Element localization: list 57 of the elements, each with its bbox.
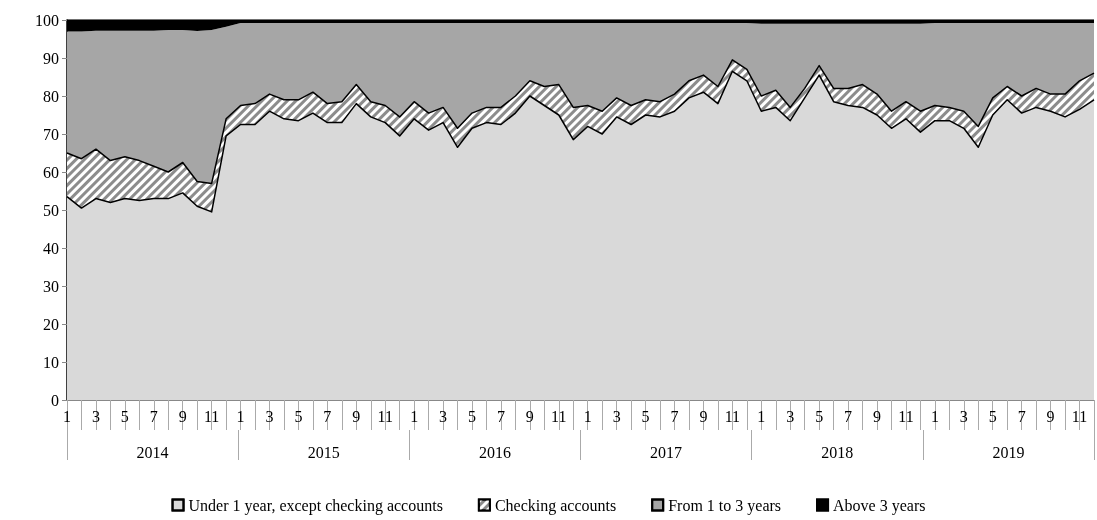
x-tick-label: 9	[178, 407, 187, 425]
x-tick-label: 1	[583, 407, 592, 425]
x-tick-label: 1	[236, 407, 245, 425]
x-tick-label: 1	[410, 407, 419, 425]
text: 2016	[478, 443, 511, 461]
x-tick-label: 3	[786, 407, 795, 425]
x-tick-label: 5	[815, 407, 824, 425]
text: 2014	[136, 443, 169, 461]
x-tick-label: 5	[468, 407, 477, 425]
x-tick-label: 11	[724, 407, 741, 425]
x-tick-label: 9	[1046, 407, 1055, 425]
x-tick-label: 3	[439, 407, 448, 425]
x-tick-label: 9	[699, 407, 708, 425]
y-tick-label: 60	[43, 163, 59, 181]
x-tick-label: 11	[551, 407, 567, 425]
x-tick-label: 11	[1071, 407, 1088, 425]
x-tick-label: 7	[1017, 407, 1026, 425]
x-tick-label: 7	[149, 407, 158, 425]
x-tick-label: 7	[844, 407, 853, 425]
x-tick-label: 7	[496, 407, 505, 425]
y-tick-label: 20	[43, 315, 59, 333]
x-tick-label: 1	[757, 407, 766, 425]
y-tick-label: 40	[43, 239, 59, 257]
text: 2017	[650, 443, 683, 461]
x-tick-label: 1	[63, 407, 71, 425]
x-tick-label: 5	[988, 407, 997, 425]
x-tick-label: 11	[898, 407, 914, 425]
y-tick-label: 0	[51, 391, 59, 409]
y-tick-label: 90	[43, 49, 59, 67]
x-tick-label: 3	[265, 407, 274, 425]
y-tick-label: 70	[43, 125, 59, 143]
legend-label: From 1 to 3 years	[668, 496, 782, 515]
text: 2019	[992, 443, 1025, 461]
x-tick-label: 9	[525, 407, 534, 425]
x-tick-label: 11	[203, 407, 220, 425]
text: 2015	[307, 443, 340, 461]
x-tick-label: 9	[873, 407, 882, 425]
legend-label: Checking accounts	[494, 496, 617, 515]
x-tick-label: 5	[641, 407, 650, 425]
x-tick-label: 5	[294, 407, 303, 425]
y-tick-label: 80	[43, 87, 59, 105]
x-tick-label: 9	[352, 407, 361, 425]
x-tick-label: 5	[120, 407, 129, 425]
legend-label: Under 1 year, except checking accounts	[188, 496, 443, 515]
y-tick-label: 100	[35, 11, 59, 29]
y-tick-label: 30	[43, 277, 59, 295]
x-tick-label: 3	[612, 407, 621, 425]
x-tick-label: 1	[930, 407, 939, 425]
x-tick-label: 11	[377, 407, 393, 425]
y-tick-label: 10	[43, 353, 59, 371]
x-tick-label: 7	[670, 407, 679, 425]
x-tick-label: 3	[959, 407, 968, 425]
legend-label: Above 3 years	[833, 496, 926, 515]
text: 2018	[821, 443, 854, 461]
x-tick-label: 3	[91, 407, 100, 425]
x-tick-label: 7	[323, 407, 332, 425]
y-tick-label: 50	[43, 201, 59, 219]
